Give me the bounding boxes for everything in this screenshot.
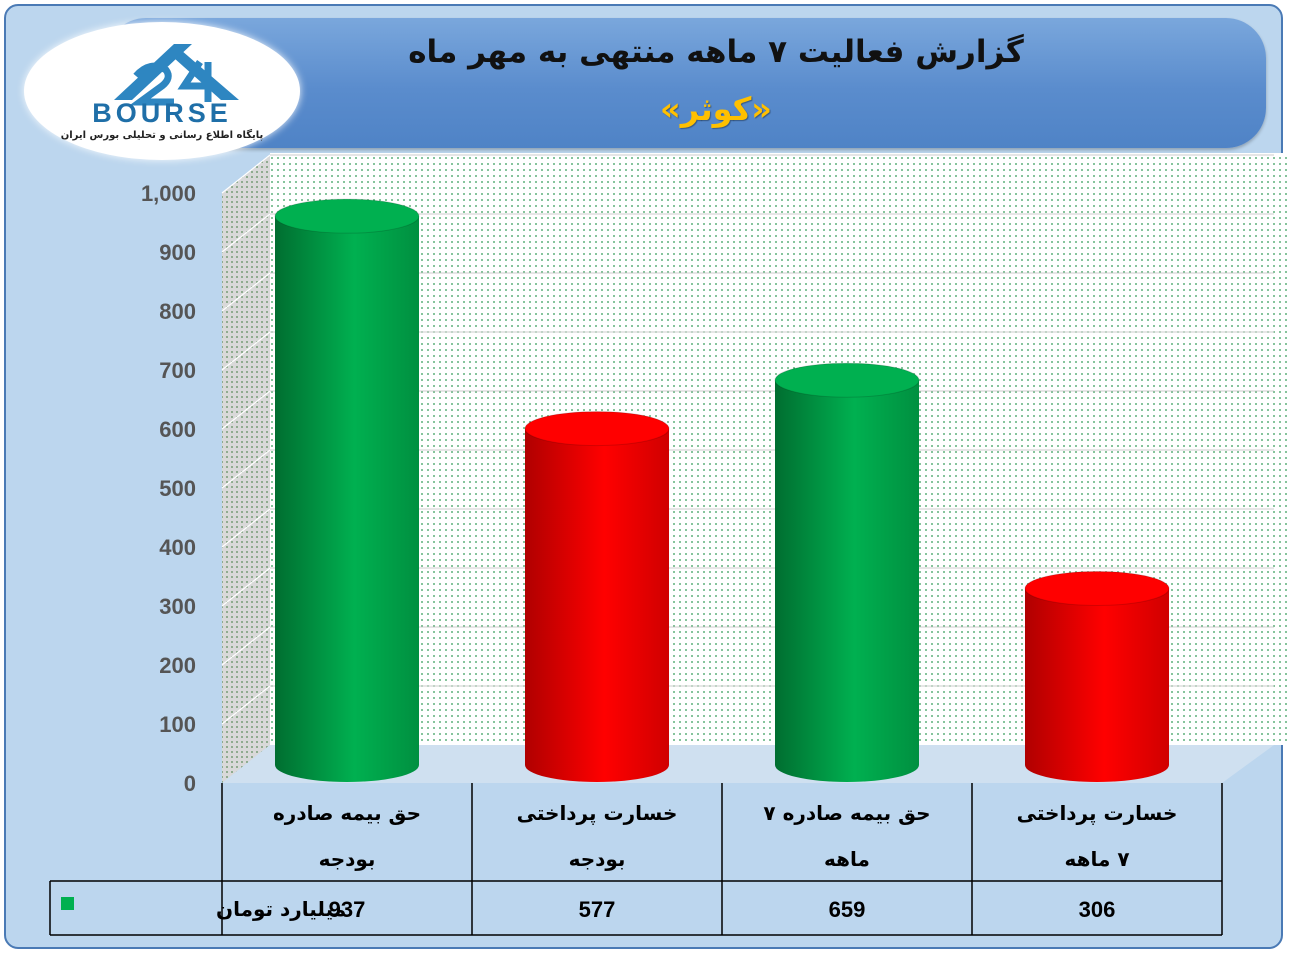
y-tick-label: 300 [159, 594, 196, 619]
bar-body [1025, 588, 1169, 782]
gridline-side [221, 508, 271, 548]
legend-label: میلیارد تومان [216, 897, 346, 921]
category-label: خسارت پرداختی [1017, 801, 1178, 826]
gridline-side [221, 626, 271, 666]
y-tick-label: 800 [159, 299, 196, 324]
plot-area: 0 100 200 300 400 500 600 700 800 900 1,000 [141, 153, 1289, 796]
data-label: 659 [829, 897, 866, 922]
gridline-side [221, 567, 271, 607]
bourse24-logo: BOURSE پایگاه اطلاع رسانی و تحلیلی بورس … [24, 22, 300, 160]
bar [274, 198, 420, 783]
category-label: حق بیمه صادره [273, 801, 421, 825]
gridline-side [221, 272, 271, 312]
data-label: 577 [579, 897, 616, 922]
floor [222, 745, 1274, 783]
y-tick-label: 200 [159, 653, 196, 678]
bourse24-logo-graphic: BOURSE پایگاه اطلاع رسانی و تحلیلی بورس … [61, 44, 264, 141]
chart-title: گزارش فعالیت ۷ ماهه منتهی به مهر ماه [408, 34, 1024, 70]
gridline-side [221, 449, 271, 489]
chart-subtitle: «کوثر» [660, 90, 772, 128]
legend-swatch [61, 897, 74, 910]
data-label: 937 [329, 897, 366, 922]
gridline-side [221, 331, 271, 371]
bar-body [775, 380, 919, 782]
category-label: ماهه [824, 847, 870, 871]
category-label: ۷ ماهه [1064, 847, 1129, 871]
bar-top [1024, 570, 1170, 606]
category-label: خسارت پرداختی [517, 801, 678, 826]
bar-top [774, 362, 920, 398]
y-tick-label: 1,000 [141, 181, 196, 206]
logo-tagline: پایگاه اطلاع رسانی و تحلیلی بورس ایران [61, 128, 264, 141]
data-table: حق بیمه صادره بودجه 937 خسارت پرداختی بودجه 5… [49, 783, 1223, 936]
y-tick-label: 600 [159, 417, 196, 442]
y-tick-label: 0 [184, 771, 196, 796]
gridline-side [221, 213, 271, 253]
bar [774, 362, 920, 782]
y-tick-label: 700 [159, 358, 196, 383]
bar-top [274, 198, 420, 234]
category-label: بودجه [319, 847, 376, 871]
category-label: بودجه [569, 847, 626, 871]
gridline-side [221, 685, 271, 725]
title-banner [106, 18, 1266, 148]
category-label: حق بیمه صادره ۷ [763, 801, 930, 825]
y-tick-label: 100 [159, 712, 196, 737]
y-tick-label: 400 [159, 535, 196, 560]
gridline-side [221, 154, 271, 194]
gridline-side [221, 390, 271, 430]
bar-body [525, 428, 669, 782]
y-tick-label: 900 [159, 240, 196, 265]
y-tick-label: 500 [159, 476, 196, 501]
logo-wordmark: BOURSE [92, 98, 232, 128]
bar-top [524, 411, 670, 447]
bar [1024, 570, 1170, 782]
data-label: 306 [1079, 897, 1116, 922]
bar-body [275, 216, 419, 783]
bar [524, 411, 670, 782]
